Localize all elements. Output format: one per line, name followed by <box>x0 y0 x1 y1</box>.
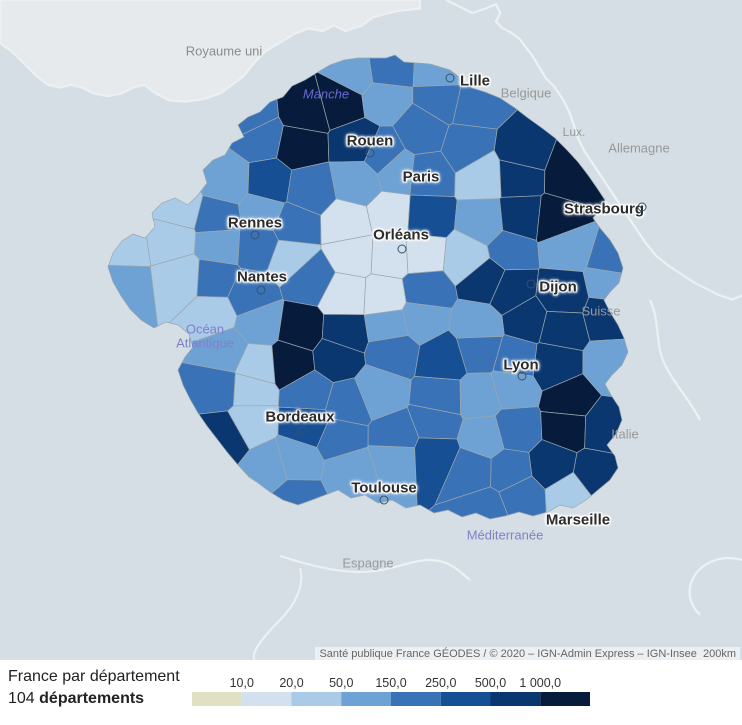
svg-text:250,0: 250,0 <box>425 676 456 690</box>
svg-text:50,0: 50,0 <box>329 676 353 690</box>
svg-text:500,0: 500,0 <box>475 676 506 690</box>
svg-text:1 000,0: 1 000,0 <box>519 676 561 690</box>
svg-text:20,0: 20,0 <box>279 676 303 690</box>
svg-text:10,0: 10,0 <box>230 676 254 690</box>
svg-text:150,0: 150,0 <box>375 676 406 690</box>
